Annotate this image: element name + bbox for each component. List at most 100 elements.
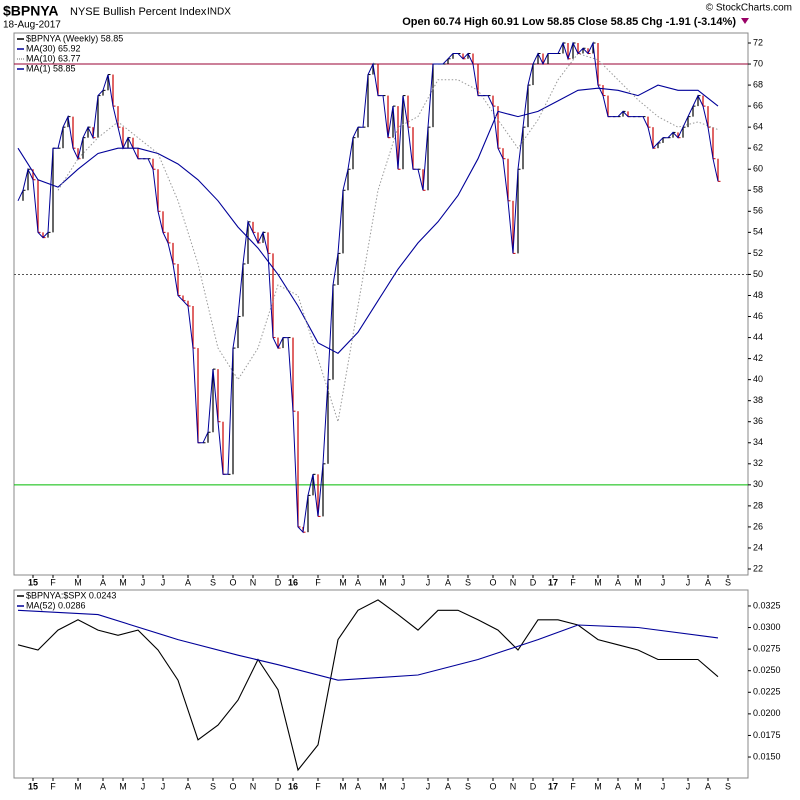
x-tick-label: A <box>185 577 191 587</box>
x-tick-label: O <box>489 781 496 791</box>
y-tick-label: 0.0175 <box>753 730 781 740</box>
index-name: NYSE Bullish Percent Index <box>70 6 207 18</box>
x-tick-label: A <box>100 577 106 587</box>
y-tick-label: 54 <box>753 227 763 237</box>
x-tick-label: M <box>339 781 347 791</box>
series-line <box>17 609 719 681</box>
x-tick-label: M <box>339 577 347 587</box>
x-tick-label: J <box>426 781 431 791</box>
legend-label: MA(10) 63.77 <box>26 53 81 63</box>
x-tick-label: M <box>594 577 602 587</box>
y-tick-label: 0.0200 <box>753 708 781 718</box>
x-tick-label: F <box>570 577 576 587</box>
date: 18-Aug-2017 <box>3 20 61 31</box>
x-tick-label: F <box>50 577 56 587</box>
exchange: INDX <box>207 7 231 18</box>
x-tick-label: M <box>74 781 82 791</box>
x-tick-label: J <box>141 577 146 587</box>
y-tick-label: 22 <box>753 563 763 573</box>
y-tick-label: 38 <box>753 395 763 405</box>
x-tick-label: N <box>250 577 257 587</box>
x-tick-label: S <box>725 577 731 587</box>
x-tick-label: M <box>119 577 127 587</box>
y-tick-label: 40 <box>753 374 763 384</box>
x-tick-label: O <box>489 577 496 587</box>
x-tick-label: F <box>315 577 321 587</box>
y-tick-label: 50 <box>753 269 763 279</box>
y-tick-label: 52 <box>753 248 763 258</box>
y-tick-label: 60 <box>753 164 763 174</box>
x-tick-label: M <box>634 577 642 587</box>
y-tick-label: 26 <box>753 521 763 531</box>
y-tick-label: 34 <box>753 437 763 447</box>
x-tick-label: M <box>74 577 82 587</box>
x-tick-label: J <box>661 577 666 587</box>
series-line <box>17 599 719 772</box>
y-tick-label: 0.0300 <box>753 622 781 632</box>
x-tick-label: 16 <box>288 781 298 791</box>
menu-arrow <box>741 18 749 24</box>
x-tick-label: S <box>465 577 471 587</box>
x-tick-label: 17 <box>548 577 558 587</box>
y-tick-label: 36 <box>753 416 763 426</box>
x-tick-label: 15 <box>28 577 38 587</box>
x-tick-label: F <box>570 781 576 791</box>
x-tick-label: J <box>161 577 166 587</box>
x-tick-label: N <box>510 577 517 587</box>
series-line <box>17 84 719 354</box>
x-tick-label: S <box>465 781 471 791</box>
y-tick-label: 24 <box>753 542 763 552</box>
y-tick-label: 68 <box>753 79 763 89</box>
x-tick-label: A <box>615 781 621 791</box>
legend-label: MA(52) 0.0286 <box>26 600 86 610</box>
y-tick-label: 32 <box>753 458 763 468</box>
x-tick-label: 17 <box>548 781 558 791</box>
y-tick-label: 0.0225 <box>753 687 781 697</box>
legend-label: MA(1) 58.85 <box>26 63 76 73</box>
x-tick-label: O <box>229 781 236 791</box>
x-tick-label: S <box>725 781 731 791</box>
x-tick-label: J <box>401 781 406 791</box>
x-tick-label: O <box>229 577 236 587</box>
x-tick-label: 15 <box>28 781 38 791</box>
y-tick-label: 46 <box>753 311 763 321</box>
x-tick-label: A <box>355 781 361 791</box>
y-tick-label: 0.0250 <box>753 665 781 675</box>
y-tick-label: 58 <box>753 185 763 195</box>
x-tick-label: D <box>530 781 537 791</box>
x-tick-label: A <box>705 577 711 587</box>
x-tick-label: M <box>379 781 387 791</box>
legend-label: MA(30) 65.92 <box>26 43 81 53</box>
y-tick-label: 0.0325 <box>753 600 781 610</box>
x-tick-label: D <box>530 577 537 587</box>
x-tick-label: J <box>426 577 431 587</box>
x-tick-label: A <box>705 781 711 791</box>
x-tick-label: A <box>615 577 621 587</box>
y-tick-label: 70 <box>753 58 763 68</box>
x-tick-label: A <box>445 781 451 791</box>
y-tick-label: 72 <box>753 37 763 47</box>
x-tick-label: N <box>510 781 517 791</box>
x-tick-label: N <box>250 781 257 791</box>
y-tick-label: 66 <box>753 100 763 110</box>
x-tick-label: F <box>50 781 56 791</box>
x-tick-label: A <box>355 577 361 587</box>
symbol: $BPNYA <box>3 3 59 19</box>
y-tick-label: 56 <box>753 206 763 216</box>
x-tick-label: D <box>275 577 282 587</box>
quote: Open 60.74 High 60.91 Low 58.85 Close 58… <box>402 16 736 28</box>
x-tick-label: J <box>686 577 691 587</box>
x-tick-label: M <box>594 781 602 791</box>
x-tick-label: D <box>275 781 282 791</box>
y-tick-label: 62 <box>753 143 763 153</box>
x-tick-label: J <box>661 781 666 791</box>
y-tick-label: 0.0150 <box>753 751 781 761</box>
y-tick-label: 0.0275 <box>753 644 781 654</box>
x-tick-label: M <box>119 781 127 791</box>
plot-frame <box>13 589 749 779</box>
series-line <box>57 52 719 422</box>
x-tick-label: A <box>445 577 451 587</box>
y-tick-label: 44 <box>753 332 763 342</box>
x-tick-label: J <box>161 781 166 791</box>
series-line <box>17 41 719 534</box>
